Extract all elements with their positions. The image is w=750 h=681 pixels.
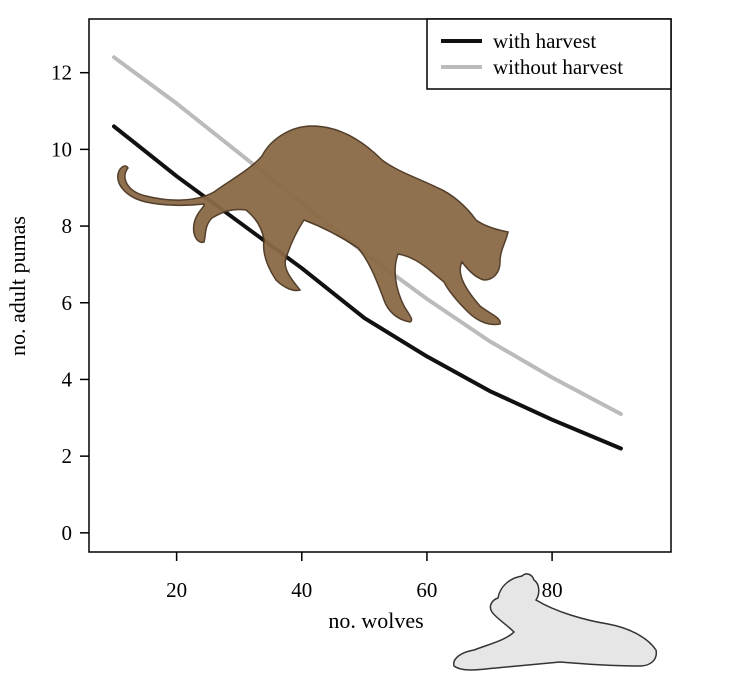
y-axis: 0 2 4 6 8 10 12 <box>51 61 89 545</box>
legend: with harvest without harvest <box>426 18 672 90</box>
x-tick-label: 60 <box>416 578 437 602</box>
y-tick-label: 4 <box>62 367 73 391</box>
legend-box <box>426 18 672 90</box>
legend-label-without-harvest: without harvest <box>493 55 623 79</box>
y-tick-label: 8 <box>62 214 73 238</box>
x-tick-label: 40 <box>291 578 312 602</box>
y-tick-label: 2 <box>62 444 73 468</box>
puma-icon <box>117 125 509 326</box>
y-tick-label: 10 <box>51 137 72 161</box>
x-tick-label: 80 <box>542 578 563 602</box>
plot-frame <box>88 18 672 553</box>
x-axis-label: no. wolves <box>328 608 423 633</box>
legend-label-with-harvest: with harvest <box>493 29 596 53</box>
y-tick-label: 12 <box>51 61 72 85</box>
x-axis: 20 40 60 80 <box>166 552 563 602</box>
y-axis-label: no. adult pumas <box>5 216 30 356</box>
y-tick-label: 0 <box>62 521 73 545</box>
wolf-icon <box>453 573 658 671</box>
x-tick-label: 20 <box>166 578 187 602</box>
series-line-with-harvest <box>112 124 623 451</box>
y-tick-label: 6 <box>62 291 73 315</box>
